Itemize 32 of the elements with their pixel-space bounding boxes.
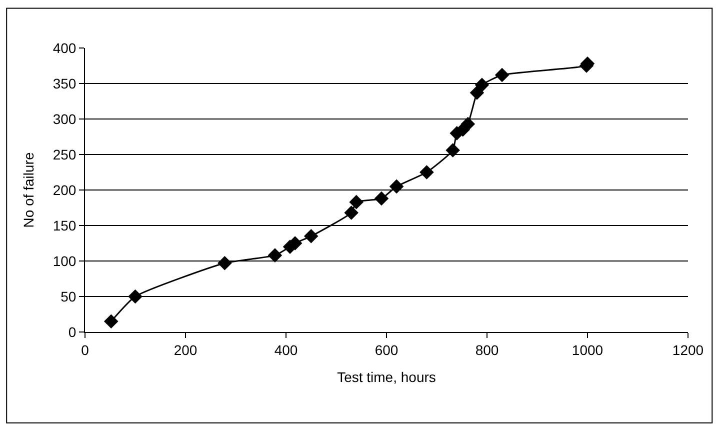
x-tick-label: 800 [475,342,499,358]
y-tick-label: 100 [52,252,76,269]
point [389,179,404,194]
point [304,229,318,244]
x-tick-label: 200 [174,342,198,358]
point [349,194,364,210]
point [344,206,358,220]
point [104,314,118,328]
point [420,165,434,180]
x-axis-title: Test time, hours [337,369,436,386]
point [374,191,389,206]
point [218,256,232,270]
x-tick-label: 400 [274,342,298,358]
y-tick-label: 200 [52,182,76,198]
y-tick-label: 400 [52,40,76,56]
point [446,143,460,158]
x-tick-label: 1200 [672,342,704,358]
y-axis-title: No of failure [20,152,36,228]
point [268,248,282,262]
point [474,78,490,92]
point [128,289,142,304]
x-tick-label: 600 [374,342,398,358]
y-tick-label: 150 [52,217,76,234]
point [494,68,510,82]
y-tick-label: 250 [52,146,76,162]
y-tick-label: 50 [60,288,76,304]
y-tick-label: 0 [68,324,76,340]
y-tick-label: 350 [52,75,76,92]
x-tick-label: 0 [81,342,90,358]
point [460,116,476,132]
x-tick-label: 1000 [572,342,604,358]
y-tick-label: 300 [52,110,76,127]
